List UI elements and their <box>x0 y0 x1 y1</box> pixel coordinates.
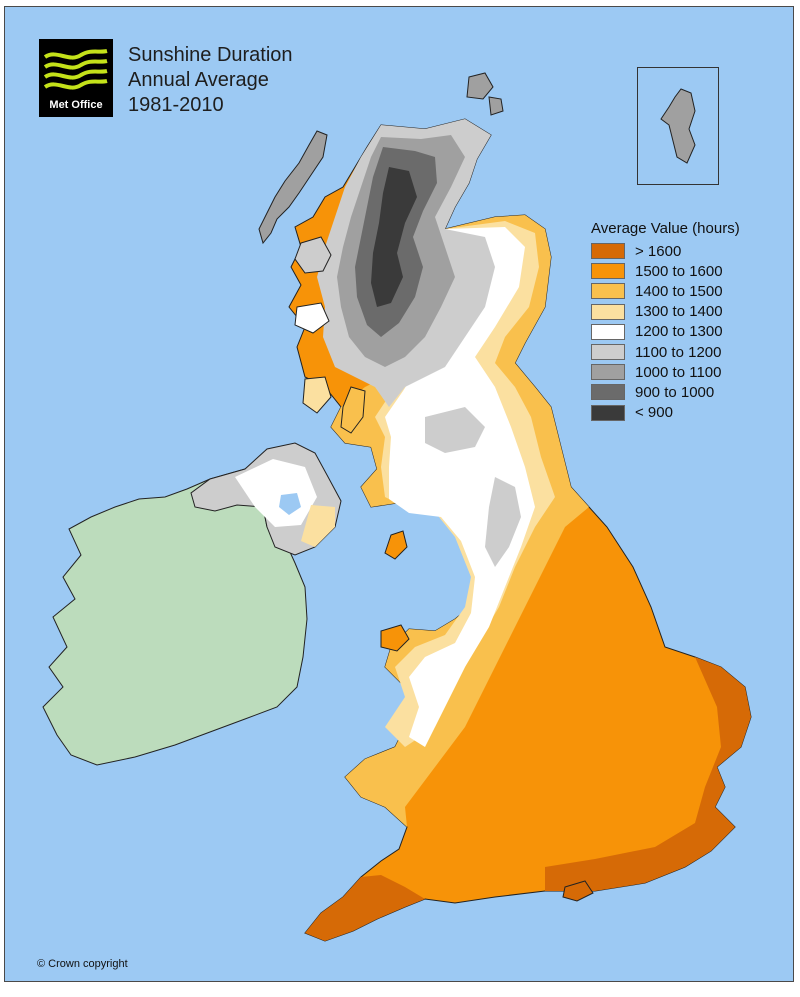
legend-swatch <box>591 263 625 280</box>
map-frame: Met Office Sunshine Duration Annual Aver… <box>4 6 794 982</box>
shetland-inset-frame <box>637 67 719 185</box>
legend-label: 1400 to 1500 <box>635 282 723 300</box>
zone-over-1600-cornwall <box>305 875 425 941</box>
orkney-islands <box>466 72 494 100</box>
legend-label: > 1600 <box>635 242 682 260</box>
legend-item: 1300 to 1400 <box>591 302 740 322</box>
legend-label: 1100 to 1200 <box>635 343 722 361</box>
legend-item: 1400 to 1500 <box>591 281 740 301</box>
anglesey <box>380 624 410 652</box>
legend-item: 1200 to 1300 <box>591 322 740 342</box>
lough-neagh <box>279 493 301 515</box>
legend-swatch <box>591 283 625 300</box>
title-line-1: Sunshine Duration <box>128 44 293 66</box>
legend-label: < 900 <box>635 404 673 422</box>
logo-text: Met Office <box>49 99 103 111</box>
title-line-3: 1981-2010 <box>128 94 224 116</box>
legend-swatch <box>591 384 625 401</box>
isle-of-wight <box>562 880 594 902</box>
legend-item: 1100 to 1200 <box>591 342 740 362</box>
kintyre-arran <box>340 386 366 434</box>
legend-item: 1000 to 1100 <box>591 362 740 382</box>
legend-item: > 1600 <box>591 241 740 261</box>
inner-hebrides-islay <box>302 376 332 414</box>
legend-title: Average Value (hours) <box>591 220 740 237</box>
legend-swatch <box>591 303 625 320</box>
western-isles <box>258 130 328 245</box>
inner-hebrides-mull <box>294 302 330 334</box>
uk-sunshine-map <box>42 72 752 942</box>
zone-over-1600-southeast <box>545 657 751 891</box>
legend-item: 1500 to 1600 <box>591 261 740 281</box>
legend-label: 1300 to 1400 <box>635 303 723 321</box>
legend-label: 1000 to 1100 <box>635 363 722 381</box>
legend-swatch <box>591 364 625 381</box>
legend-item: 900 to 1000 <box>591 382 740 402</box>
ni-east-coast-band <box>301 505 335 547</box>
title-line-2: Annual Average <box>128 69 269 91</box>
zone-1100-1200-pennines <box>485 477 521 567</box>
legend-label: 1500 to 1600 <box>635 262 723 280</box>
orkney-islands-2 <box>488 96 504 116</box>
legend-label: 900 to 1000 <box>635 383 715 401</box>
map-title: Sunshine Duration Annual Average 1981-20… <box>128 43 293 118</box>
inner-hebrides-skye <box>294 236 332 274</box>
isle-of-man <box>384 530 408 560</box>
zone-under-900 <box>371 167 417 307</box>
zone-1100-1200-lakes <box>425 407 485 453</box>
legend: Average Value (hours) > 1600 1500 to 160… <box>591 220 740 423</box>
legend-label: 1200 to 1300 <box>635 323 723 341</box>
legend-item: < 900 <box>591 403 740 423</box>
met-office-logo: Met Office <box>39 39 113 117</box>
wave-logo-icon <box>43 49 108 90</box>
legend-rows: > 1600 1500 to 1600 1400 to 1500 1300 to… <box>591 241 740 423</box>
copyright-notice: © Crown copyright <box>37 958 128 970</box>
legend-swatch <box>591 243 625 260</box>
shetland-islands <box>660 88 696 164</box>
legend-swatch <box>591 404 625 421</box>
legend-swatch <box>591 323 625 340</box>
legend-swatch <box>591 344 625 361</box>
